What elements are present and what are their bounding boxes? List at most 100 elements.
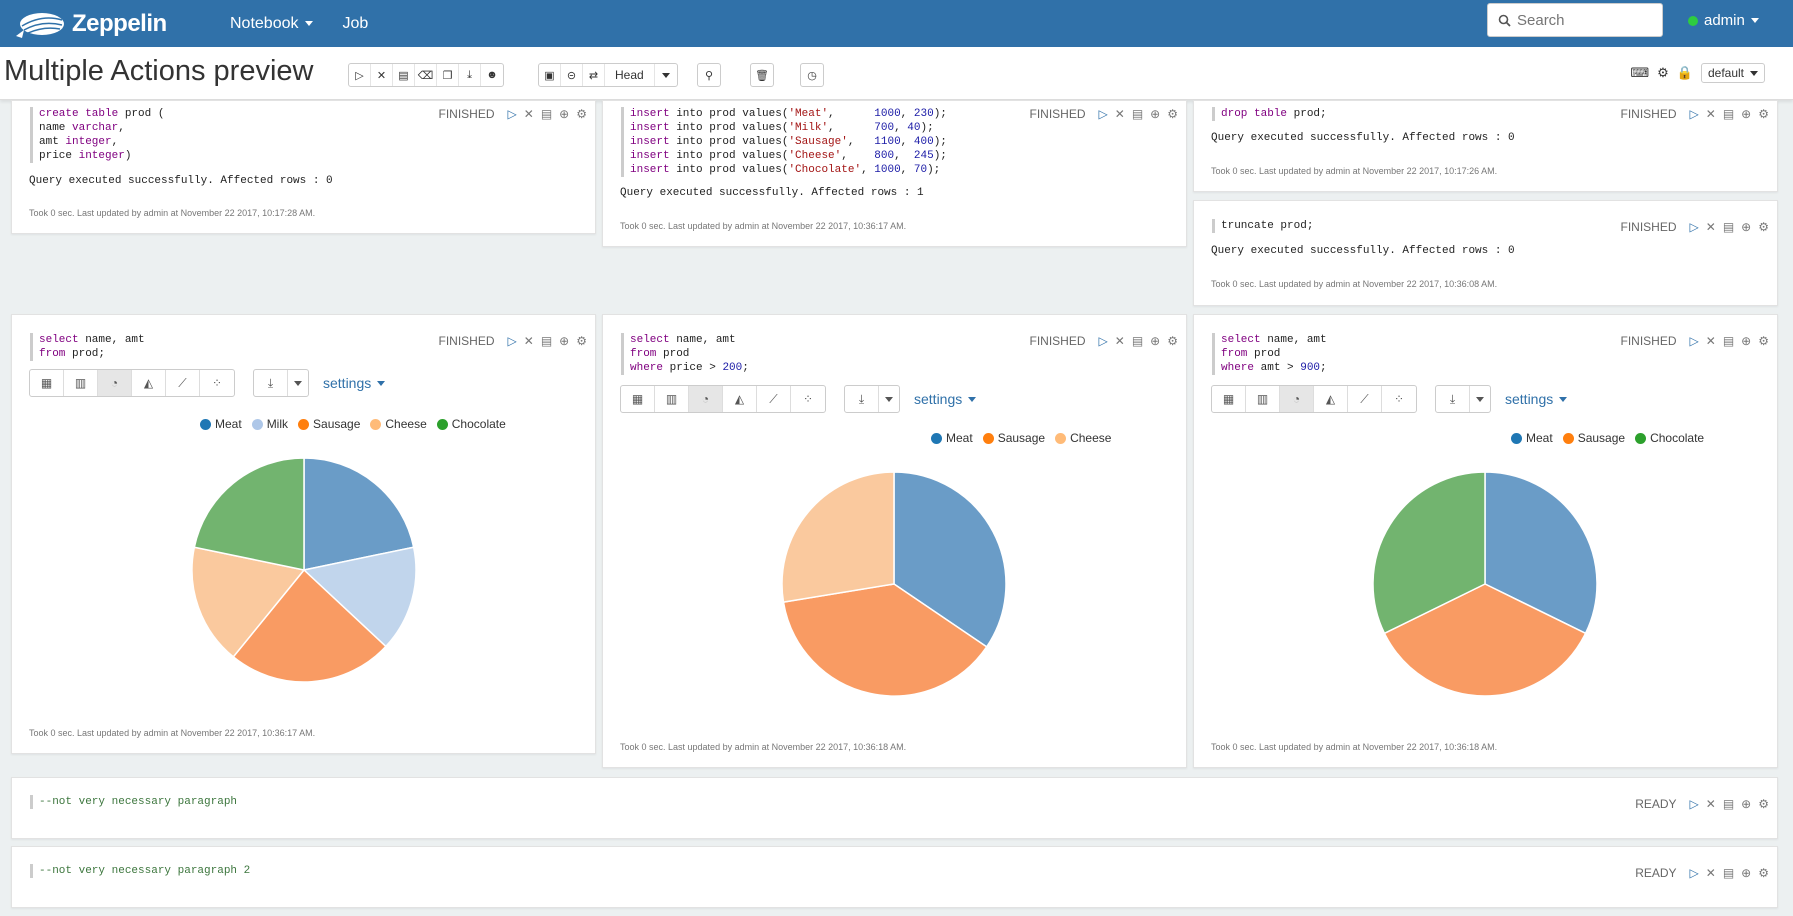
code-editor[interactable]: select name, amt from prod where price >… <box>621 333 749 375</box>
expand-icon[interactable]: ✕ <box>523 107 534 121</box>
code-editor[interactable]: drop table prod; <box>1212 107 1327 121</box>
expand-icon[interactable]: ✕ <box>1705 220 1716 234</box>
add-icon[interactable]: ⊕ <box>1150 107 1161 121</box>
scatter-chart-button[interactable]: ⁘ <box>802 392 814 406</box>
download-icon[interactable]: ⤓ <box>254 370 288 396</box>
gear-icon[interactable]: ⚙ <box>1167 334 1178 348</box>
line-chart-button[interactable]: ⟋ <box>1348 386 1382 412</box>
commit-button[interactable]: ▣ <box>539 64 561 86</box>
run-all-button[interactable]: ▷ <box>349 64 371 86</box>
code-editor[interactable]: select name, amt from prod where amt > 9… <box>1212 333 1327 375</box>
run-icon[interactable]: ▷ <box>1098 334 1108 348</box>
pie-slice-sausage[interactable] <box>232 568 387 683</box>
gear-icon[interactable]: ⚙ <box>1758 866 1769 880</box>
pie-chart-button[interactable]: ◔ <box>1280 386 1314 412</box>
hide-code-button[interactable]: ✕ <box>371 64 393 86</box>
lock-icon[interactable]: 🔒 <box>1676 65 1693 80</box>
add-icon[interactable]: ⊕ <box>1741 797 1752 811</box>
add-icon[interactable]: ⊕ <box>1741 220 1752 234</box>
book-icon[interactable]: ▤ <box>1722 866 1735 880</box>
add-icon[interactable]: ⊕ <box>559 107 570 121</box>
legend-item-sausage[interactable]: Sausage <box>298 417 360 431</box>
scatter-chart-button[interactable]: ⁘ <box>1393 392 1405 406</box>
pie-slice-sausage[interactable] <box>1383 583 1587 697</box>
search-input[interactable] <box>1517 11 1657 29</box>
hide-output-button[interactable]: ▤ <box>393 64 415 86</box>
code-editor[interactable]: create table prod ( name varchar, amt in… <box>30 107 164 163</box>
legend-item-cheese[interactable]: Cheese <box>1055 431 1111 445</box>
head-revision-select[interactable]: Head <box>605 64 655 86</box>
pie-slice-cheese[interactable] <box>781 471 895 603</box>
expand-icon[interactable]: ✕ <box>1114 334 1125 348</box>
code-editor[interactable]: insert into prod values('Meat', 1000, 23… <box>621 107 947 177</box>
legend-item-sausage[interactable]: Sausage <box>982 431 1045 445</box>
pie-chart-button[interactable]: ◔ <box>98 370 132 396</box>
expand-icon[interactable]: ✕ <box>1705 866 1716 880</box>
legend-item-cheese[interactable]: Cheese <box>370 417 427 431</box>
book-icon[interactable]: ▤ <box>1131 107 1144 121</box>
keyboard-icon[interactable]: ⌨ <box>1630 65 1650 80</box>
clock-icon[interactable]: ◷ <box>807 69 817 82</box>
legend-item-chocolate[interactable]: Chocolate <box>436 417 506 431</box>
legend-item-chocolate[interactable]: Chocolate <box>1635 431 1704 445</box>
interpreter-select[interactable]: default <box>1700 63 1765 83</box>
clone-button[interactable]: ❐ <box>437 64 459 86</box>
brand[interactable]: Zeppelin <box>12 6 212 42</box>
download-dropdown-button[interactable] <box>879 386 899 412</box>
line-chart-button[interactable]: ⟋ <box>757 386 791 412</box>
pie-slice-chocolate[interactable] <box>1372 471 1486 635</box>
line-chart-button[interactable]: ⟋ <box>166 370 200 396</box>
pie-slice-cheese[interactable] <box>191 546 306 658</box>
bar-chart-button[interactable]: ▥ <box>64 370 98 396</box>
run-icon[interactable]: ▷ <box>507 107 517 121</box>
legend-item-milk[interactable]: Milk <box>251 417 288 431</box>
run-icon[interactable]: ▷ <box>1098 107 1108 121</box>
bar-chart-button[interactable]: ▥ <box>1246 386 1280 412</box>
legend-item-sausage[interactable]: Sausage <box>1562 431 1625 445</box>
gear-icon[interactable]: ⚙ <box>576 334 587 348</box>
pie-slice-meat[interactable] <box>303 457 415 571</box>
gear-icon[interactable]: ⚙ <box>1657 65 1669 80</box>
user-menu[interactable]: admin <box>1688 12 1759 29</box>
code-editor[interactable]: truncate prod; <box>1212 219 1313 233</box>
expand-icon[interactable]: ✕ <box>1114 107 1125 121</box>
legend-item-meat[interactable]: Meat <box>931 431 973 445</box>
code-editor[interactable]: select name, amt from prod; <box>30 333 145 361</box>
job-link[interactable]: Job <box>343 15 369 33</box>
gear-icon[interactable]: ⚙ <box>1758 220 1769 234</box>
scatter-chart-button[interactable]: ⁘ <box>211 376 223 390</box>
search-code-button[interactable]: ⚲ <box>704 69 714 82</box>
gear-icon[interactable]: ⚙ <box>1758 797 1769 811</box>
legend-item-meat[interactable]: Meat <box>200 417 242 431</box>
clear-output-button[interactable]: ⌫ <box>415 64 437 86</box>
download-icon[interactable]: ⤓ <box>1436 386 1470 412</box>
download-icon[interactable]: ⤓ <box>845 386 879 412</box>
book-icon[interactable]: ▤ <box>1722 334 1735 348</box>
pie-slice-sausage[interactable] <box>782 583 988 697</box>
gear-icon[interactable]: ⚙ <box>1758 334 1769 348</box>
book-icon[interactable]: ▤ <box>1131 334 1144 348</box>
book-icon[interactable]: ▤ <box>1722 797 1735 811</box>
add-icon[interactable]: ⊕ <box>1741 334 1752 348</box>
area-chart-button[interactable]: ◭ <box>132 370 166 396</box>
run-icon[interactable]: ▷ <box>1689 866 1699 880</box>
pie-chart-button[interactable]: ◔ <box>689 386 723 412</box>
download-dropdown-button[interactable] <box>1470 386 1490 412</box>
add-icon[interactable]: ⊕ <box>1741 107 1752 121</box>
add-icon[interactable]: ⊕ <box>1150 334 1161 348</box>
run-icon[interactable]: ▷ <box>1689 797 1699 811</box>
code-editor[interactable]: --not very necessary paragraph 2 <box>30 864 250 878</box>
book-icon[interactable]: ▤ <box>1722 107 1735 121</box>
book-icon[interactable]: ▤ <box>1722 220 1735 234</box>
gear-icon[interactable]: ⚙ <box>1167 107 1178 121</box>
expand-icon[interactable]: ✕ <box>1705 334 1716 348</box>
settings-toggle[interactable]: settings <box>1505 385 1568 413</box>
book-icon[interactable]: ▤ <box>540 334 553 348</box>
head-dropdown-button[interactable] <box>655 64 677 86</box>
legend-item-meat[interactable]: Meat <box>1511 431 1553 445</box>
book-icon[interactable]: ▤ <box>540 107 553 121</box>
area-chart-button[interactable]: ◭ <box>723 386 757 412</box>
bar-chart-button[interactable]: ▥ <box>655 386 689 412</box>
export-button[interactable]: ⤓ <box>459 64 481 86</box>
notebook-menu[interactable]: Notebook <box>230 15 313 33</box>
